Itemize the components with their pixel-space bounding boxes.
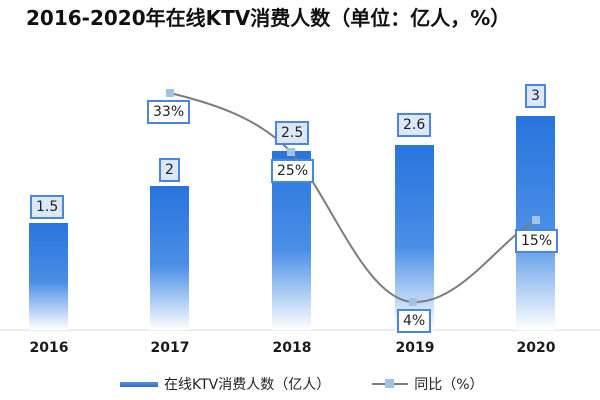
legend-bar-swatch-icon [120,381,158,387]
legend-bar-label: 在线KTV消费人数（亿人） [164,377,331,393]
legend: 在线KTV消费人数（亿人） 同比（%） [120,374,484,394]
yoy-line [169,92,537,304]
line-label-2019: 4% [397,309,432,333]
marker-2020 [532,216,540,224]
line-label-2020: 15% [515,229,559,253]
bar-label-2018: 2.5 [275,121,310,145]
x-tick-2017: 2017 [150,340,190,356]
chart-title: 2016-2020年在线KTV消费人数（单位：亿人，%） [26,6,511,30]
line-label-2017: 33% [147,100,191,124]
x-tick-2019: 2019 [395,340,435,356]
legend-line-label: 同比（%） [414,377,484,393]
bar-2017 [150,186,189,330]
bar-label-2017: 2 [159,158,180,182]
bar-2016 [29,223,68,330]
bar-label-2020: 3 [525,84,546,108]
line-label-2018: 25% [271,159,315,183]
x-tick-2018: 2018 [272,340,312,356]
marker-2017 [166,89,174,97]
bar-label-2019: 2.6 [397,113,432,137]
bar-label-2016: 1.5 [30,195,65,219]
x-tick-2020: 2020 [516,340,556,356]
legend-line-swatch-icon [372,379,409,388]
x-tick-2016: 2016 [29,340,69,356]
marker-2018 [287,148,295,156]
marker-2019 [409,298,417,306]
